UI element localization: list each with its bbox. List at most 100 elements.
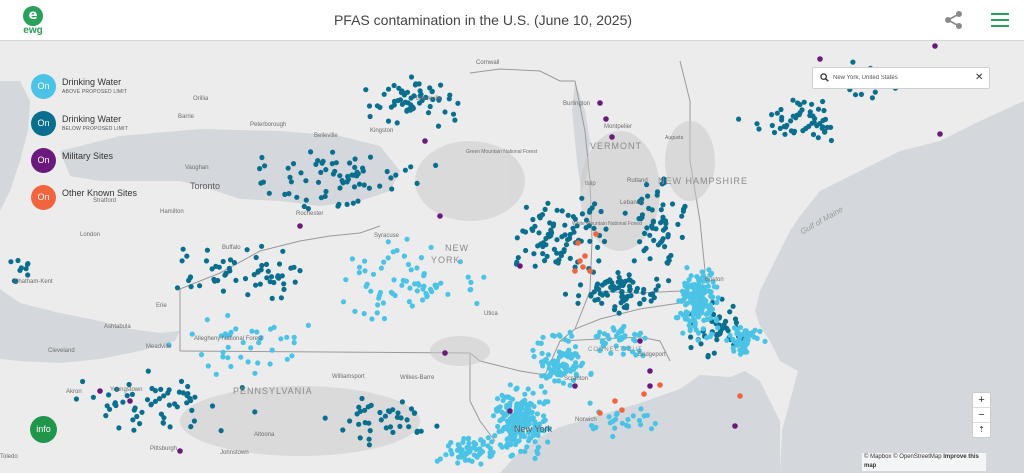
site-marker-above-limit[interactable] [507,382,513,388]
site-marker-military[interactable] [597,100,603,106]
site-marker-below-limit[interactable] [349,172,355,178]
site-marker-above-limit[interactable] [349,256,355,262]
site-marker-below-limit[interactable] [416,100,423,106]
site-marker-below-limit[interactable] [203,258,210,264]
site-marker-below-limit[interactable] [447,92,453,98]
site-marker-above-limit[interactable] [520,400,526,406]
site-marker-above-limit[interactable] [218,333,224,339]
site-marker-below-limit[interactable] [412,82,418,88]
site-marker-military[interactable] [177,448,183,454]
site-marker-above-limit[interactable] [432,282,438,288]
site-marker-below-limit[interactable] [793,115,799,121]
site-marker-below-limit[interactable] [435,123,442,129]
site-marker-below-limit[interactable] [782,131,788,137]
site-marker-above-limit[interactable] [479,449,486,455]
site-marker-above-limit[interactable] [414,265,420,271]
site-marker-below-limit[interactable] [433,162,439,168]
site-marker-below-limit[interactable] [515,255,521,261]
site-marker-above-limit[interactable] [619,420,626,426]
site-marker-below-limit[interactable] [344,201,350,207]
site-marker-below-limit[interactable] [106,392,112,398]
site-marker-below-limit[interactable] [661,176,667,182]
site-marker-other[interactable] [593,231,599,237]
site-marker-below-limit[interactable] [8,259,14,265]
site-marker-below-limit[interactable] [598,208,604,215]
site-marker-above-limit[interactable] [546,426,552,432]
site-marker-below-limit[interactable] [680,208,687,214]
site-marker-above-limit[interactable] [595,333,601,339]
site-marker-below-limit[interactable] [226,265,232,271]
site-marker-below-limit[interactable] [377,409,383,416]
site-marker-above-limit[interactable] [352,308,358,314]
site-marker-below-limit[interactable] [139,409,145,415]
site-marker-below-limit[interactable] [387,424,394,430]
site-marker-below-limit[interactable] [286,191,292,197]
site-marker-other[interactable] [572,268,578,274]
site-marker-below-limit[interactable] [514,235,520,241]
site-marker-above-limit[interactable] [474,300,480,307]
site-marker-above-limit[interactable] [474,454,480,460]
site-marker-below-limit[interactable] [576,293,582,299]
site-marker-above-limit[interactable] [540,363,546,369]
site-marker-above-limit[interactable] [204,317,210,323]
site-marker-above-limit[interactable] [513,441,519,448]
site-marker-below-limit[interactable] [806,123,812,129]
site-marker-below-limit[interactable] [559,208,565,214]
site-marker-below-limit[interactable] [134,413,140,420]
site-marker-above-limit[interactable] [526,418,532,424]
site-marker-above-limit[interactable] [305,322,311,328]
site-marker-below-limit[interactable] [257,281,263,287]
site-marker-below-limit[interactable] [615,279,621,285]
site-marker-above-limit[interactable] [467,448,473,454]
site-marker-military[interactable] [637,338,643,344]
site-marker-below-limit[interactable] [540,251,546,257]
site-marker-below-limit[interactable] [592,201,598,207]
site-marker-below-limit[interactable] [330,149,336,155]
site-marker-below-limit[interactable] [756,126,762,132]
site-marker-below-limit[interactable] [542,206,548,212]
site-marker-above-limit[interactable] [278,336,284,342]
site-marker-above-limit[interactable] [750,329,756,336]
site-marker-below-limit[interactable] [536,230,542,236]
site-marker-above-limit[interactable] [571,363,577,369]
site-marker-below-limit[interactable] [661,180,667,186]
site-marker-below-limit[interactable] [719,326,725,332]
site-marker-below-limit[interactable] [579,195,585,201]
site-marker-above-limit[interactable] [414,288,420,294]
site-marker-below-limit[interactable] [624,303,630,309]
site-marker-above-limit[interactable] [566,347,572,353]
site-marker-below-limit[interactable] [821,107,827,114]
site-marker-above-limit[interactable] [401,253,407,259]
site-marker-above-limit[interactable] [492,433,498,439]
site-marker-below-limit[interactable] [363,87,369,93]
site-marker-above-limit[interactable] [525,386,531,392]
site-marker-above-limit[interactable] [240,339,246,346]
site-marker-below-limit[interactable] [411,93,417,99]
site-marker-above-limit[interactable] [284,356,290,362]
site-marker-below-limit[interactable] [188,284,194,290]
site-marker-below-limit[interactable] [361,182,367,188]
site-marker-below-limit[interactable] [255,269,261,275]
site-marker-above-limit[interactable] [517,430,523,436]
search-input[interactable] [833,71,973,84]
site-marker-above-limit[interactable] [457,259,463,265]
site-marker-above-limit[interactable] [376,295,382,301]
site-marker-above-limit[interactable] [742,328,748,335]
site-marker-below-limit[interactable] [287,174,293,180]
site-marker-above-limit[interactable] [549,359,555,365]
site-marker-below-limit[interactable] [725,328,731,334]
site-marker-below-limit[interactable] [18,265,24,271]
site-marker-above-limit[interactable] [427,286,434,292]
site-marker-below-limit[interactable] [179,258,185,264]
site-marker-above-limit[interactable] [652,420,658,427]
site-marker-below-limit[interactable] [390,429,396,435]
site-marker-above-limit[interactable] [510,427,517,433]
site-marker-above-limit[interactable] [599,339,605,345]
site-marker-below-limit[interactable] [360,165,366,171]
site-marker-above-limit[interactable] [739,340,745,346]
site-marker-above-limit[interactable] [256,340,262,346]
site-marker-below-limit[interactable] [577,282,584,288]
site-marker-below-limit[interactable] [418,428,424,434]
site-marker-above-limit[interactable] [375,302,381,308]
site-marker-above-limit[interactable] [570,377,577,384]
